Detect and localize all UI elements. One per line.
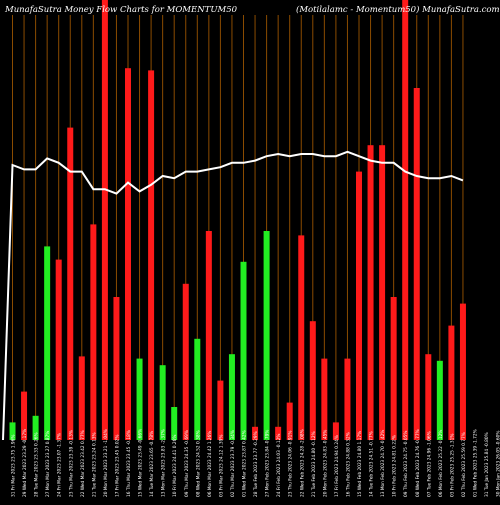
outflow-bar [425,354,431,440]
x-tick-label: 28 Tue Feb 2023 23.77 -0.29% [253,431,259,497]
x-tick-label: 10 Fri Feb 2023 24.81 0.22% [392,435,398,497]
x-tick-label: 30 Mon Jan 2023 26.05 -0.60% [496,431,500,497]
outflow-bar [402,0,408,440]
x-tick-label: 23 Thu Feb 2023 24.06 -0.91% [288,431,294,497]
x-tick-label: 24 Fri Feb 2023 24.03 -0.12% [276,434,282,497]
x-tick-label: 24 Fri Mar 2023 23.07 -1.37% [57,433,63,497]
outflow-bar [183,284,189,440]
x-tick-label: 01 Wed Mar 2023 23.87 0.42% [242,430,248,497]
x-tick-labels: 31 Fri Mar 2023 23.75 1.96% 29 Wed Mar 20… [11,429,500,497]
bars [10,0,466,440]
outflow-bar [321,359,327,440]
outflow-bar [414,88,420,440]
outflow-bar [368,145,374,440]
inflow-bar [44,246,50,440]
inflow-bar [160,365,166,440]
x-tick-label: 16 Thu Feb 2023 24.88 0.32% [345,432,351,497]
x-tick-label: 14 Tue Feb 2023 24.51 -0.77% [369,431,375,497]
outflow-bar [113,297,119,440]
x-tick-label: 28 Tue Mar 2023 23.33 0.26% [34,432,40,497]
x-tick-label: 08 Wed Mar 2023 24.52 0.38% [195,430,201,497]
outflow-bar [460,304,466,440]
x-tick-label: 31 Tue Jan 2023 25.84 -0.80% [484,432,490,497]
outflow-bar [298,235,304,440]
x-tick-label: 31 Fri Mar 2023 23.75 1.96% [11,435,17,497]
x-tick-label: 09 Thu Feb 2023 24.75 -0.05% [403,431,409,497]
x-tick-label: 02 Thu Mar 2023 23.79 -0.34% [230,430,236,497]
x-tick-label: 22 Wed Feb 2023 24.28 -2.08% [299,429,305,497]
outflow-bar [56,260,62,440]
inflow-bar [137,359,143,440]
outflow-bar [391,297,397,440]
inflow-bar [437,361,443,440]
inflow-bar [194,339,200,440]
x-tick-label: 03 Fri Feb 2023 25.25 -1.31% [449,434,455,497]
x-tick-label: 06 Mon Mar 2023 24.42 1.26% [207,431,213,497]
chart-title: MunafaSutra Money Flow Charts for MOMENT… [5,5,237,15]
inflow-bar [264,231,270,440]
outflow-bar [344,359,350,440]
x-tick-label: 15 Wed Feb 2023 24.80 1.17% [357,431,363,497]
outflow-bar [125,68,131,440]
inflow-bar [229,354,235,440]
chart-subtitle: (Motilalamc - Momentum50) MunafaSutra.co… [296,5,500,15]
x-tick-label: 07 Tue Feb 2023 24.96 -1.06% [426,431,432,497]
outflow-bar [148,70,154,440]
outflow-bar [67,128,73,440]
x-tick-label: 20 Mon Mar 2023 23.21 -1.04% [103,429,109,497]
outflow-bar [79,356,85,440]
x-tick-label: 09 Thu Mar 2023 24.35 -0.69% [184,430,190,497]
x-tick-label: 21 Tue Mar 2023 23.24 0.13% [91,432,97,497]
x-tick-label: 14 Tue Mar 2023 23.65 -0.78% [149,431,155,497]
x-tick-label: 21 Tue Feb 2023 24.80 -0.12% [311,431,317,497]
outflow-bar [206,231,212,440]
x-tick-label: 13 Mon Mar 2023 23.83 -2.37% [161,429,167,497]
x-tick-label: 17 Fri Mar 2023 23.45 0.02% [114,435,120,497]
x-tick-label: 27 Mon Mar 2023 23.27 0.87% [45,431,51,497]
x-tick-label: 03 Fri Mar 2023 24.12 1.39% [218,435,224,497]
x-tick-label: 17 Fri Feb 2023 24.94 0.24% [334,435,340,497]
outflow-bar [356,172,362,440]
inflow-bar [241,262,247,440]
x-tick-label: 06 Mon Feb 2023 25.22 -0.12% [438,430,444,497]
x-tick-label: 01 Wed Feb 2023 25.39 -1.72% [473,429,479,497]
outflow-bar [448,326,454,440]
outflow-bar [310,321,316,440]
x-tick-label: 20 Mon Feb 2023 24.83 -0.45% [322,430,328,497]
x-tick-label: 08 Wed Feb 2023 24.76 -0.77% [415,429,421,497]
outflow-bar [379,145,385,440]
x-tick-label: 02 Thu Feb 2023 25.59 0.77% [461,432,467,497]
outflow-bar [217,381,223,440]
x-tick-label: 10 Fri Mar 2023 24.41 0.26% [172,435,178,497]
x-tick-label: 29 Wed Mar 2023 23.29 -0.17% [22,429,28,497]
outflow-bar [102,0,108,440]
x-tick-label: 23 Thu Mar 2023 23.39 -0.13% [68,430,74,497]
outflow-bar [90,224,96,440]
x-tick-label: 13 Mon Feb 2023 24.70 -0.42% [380,430,386,497]
x-tick-label: 16 Thu Mar 2023 23.45 -0.18% [126,430,132,497]
x-tick-label: 15 Wed Mar 2023 23.49 -0.66% [138,429,144,497]
x-tick-label: 22 Wed Mar 2023 23.42 0.77% [80,430,86,497]
x-tick-label: 27 Mon Feb 2023 23.84 -0.79% [265,430,271,497]
